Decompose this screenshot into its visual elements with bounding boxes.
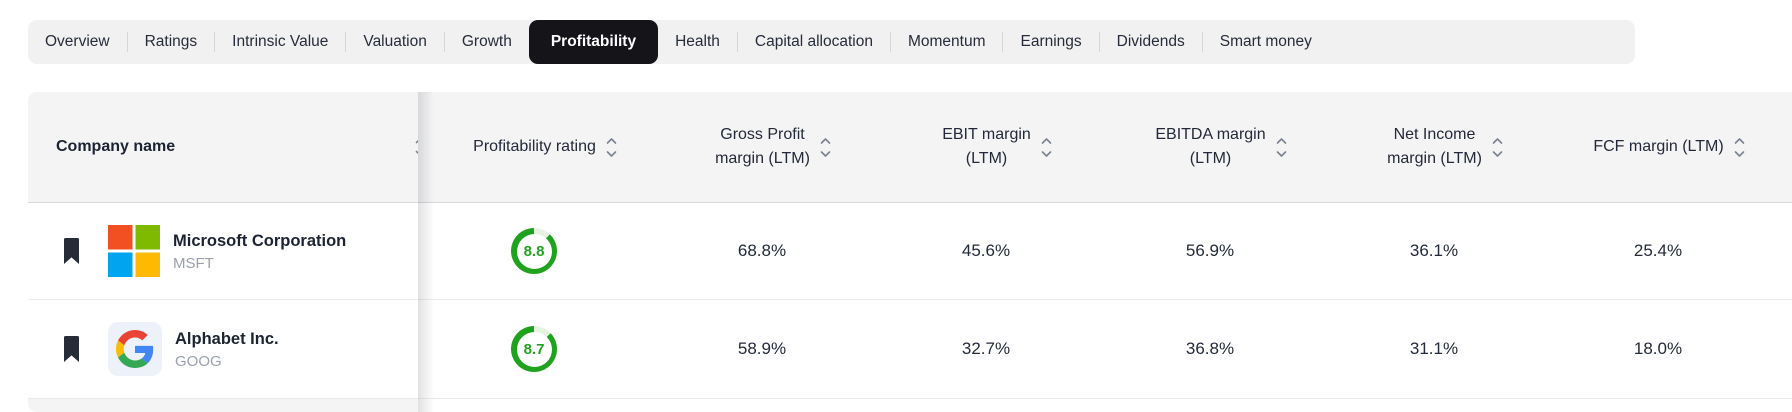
company-name: Microsoft Corporation	[173, 231, 347, 250]
rating-value: 8.7	[516, 331, 552, 367]
column-header-gross-profit-margin: Gross Profit margin (LTM)	[650, 92, 874, 202]
ebitda-margin-value: 36.8%	[1185, 339, 1235, 358]
sort-icon[interactable]	[1492, 137, 1503, 158]
column-header-label: EBIT margin (LTM)	[942, 126, 1031, 167]
tab-smart-money[interactable]: Smart money	[1219, 33, 1312, 50]
rating-ring: 8.8	[511, 228, 557, 274]
fcf-margin-value: 25.4%	[1633, 241, 1683, 260]
rating-value: 8.8	[516, 233, 552, 269]
column-header-label: FCF margin (LTM)	[1593, 138, 1724, 155]
ebit-margin-value: 45.6%	[961, 241, 1011, 260]
tab-profitability-active[interactable]: Profitability	[528, 20, 659, 64]
fcf-margin-value: 18.0%	[1633, 339, 1683, 358]
bookmark-icon[interactable]	[64, 238, 79, 264]
tab-growth[interactable]: Growth	[461, 33, 512, 50]
gross-profit-margin-value: 68.8%	[737, 241, 787, 260]
net-income-margin-value: 36.1%	[1409, 241, 1459, 260]
sort-icon[interactable]	[606, 137, 617, 158]
column-header-ebit-margin: EBIT margin (LTM)	[874, 92, 1098, 202]
tab-divider	[126, 32, 128, 52]
tab-divider	[1002, 32, 1004, 52]
sort-icon[interactable]	[820, 137, 831, 158]
tab-divider	[1098, 32, 1100, 52]
profitability-rating-cell: 8.8	[418, 203, 650, 299]
tab-capital-allocation[interactable]: Capital allocation	[754, 33, 873, 50]
ebitda-margin-value: 56.9%	[1185, 241, 1235, 260]
sort-icon[interactable]	[1734, 137, 1745, 158]
sort-icon[interactable]	[1041, 137, 1052, 158]
tab-divider	[736, 32, 738, 52]
column-header-label: Net Income margin (LTM)	[1387, 126, 1482, 167]
column-header-label: EBITDA margin (LTM)	[1155, 126, 1266, 167]
company-ticker: MSFT	[173, 254, 214, 272]
company-name-header-label: Company name	[56, 138, 176, 155]
company-ticker: GOOG	[175, 352, 222, 370]
net-income-margin-value: 31.1%	[1409, 339, 1459, 358]
column-header-net-income-margin: Net Income margin (LTM)	[1322, 92, 1546, 202]
column-header-company-name: Company name	[28, 92, 418, 202]
section-tab-bar: Overview Ratings Intrinsic Value Valuati…	[28, 20, 1635, 64]
tab-ratings[interactable]: Ratings	[144, 33, 198, 50]
profitability-rating-cell: 8.7	[418, 300, 650, 398]
tab-divider	[889, 32, 891, 52]
rating-ring: 8.7	[511, 326, 557, 372]
company-name: Alphabet Inc.	[175, 329, 279, 348]
column-header-ebitda-margin: EBITDA margin (LTM)	[1098, 92, 1322, 202]
google-logo	[108, 322, 162, 376]
tab-dividends[interactable]: Dividends	[1116, 33, 1185, 50]
tab-intrinsic-value[interactable]: Intrinsic Value	[232, 33, 329, 50]
tab-overview[interactable]: Overview	[45, 33, 110, 50]
tab-earnings[interactable]: Earnings	[1020, 33, 1082, 50]
table-row: Microsoft Corporation MSFT 8.8 68.8% 45.…	[28, 203, 1792, 300]
gross-profit-margin-value: 58.9%	[737, 339, 787, 358]
column-header-fcf-margin: FCF margin (LTM)	[1546, 92, 1770, 202]
tab-valuation[interactable]: Valuation	[363, 33, 427, 50]
table-row: Alphabet Inc. GOOG 8.7 58.9% 32.7% 36.8%…	[28, 300, 1792, 399]
table-header-row: Company name Profitability rating Gross …	[28, 92, 1792, 203]
column-header-profitability-rating: Profitability rating	[418, 92, 650, 202]
tab-health[interactable]: Health	[675, 33, 720, 50]
tab-divider	[214, 32, 216, 52]
sticky-column-footer-strip	[28, 399, 418, 412]
sort-icon[interactable]	[1276, 137, 1287, 158]
column-header-label: Gross Profit margin (LTM)	[715, 126, 810, 167]
ebit-margin-value: 32.7%	[961, 339, 1011, 358]
sort-icon[interactable]	[415, 137, 418, 158]
bookmark-icon[interactable]	[64, 336, 79, 362]
tab-divider	[443, 32, 445, 52]
microsoft-logo	[108, 225, 160, 277]
tab-momentum[interactable]: Momentum	[907, 33, 986, 50]
company-cell-alphabet[interactable]: Alphabet Inc. GOOG	[28, 300, 418, 398]
column-header-label: Profitability rating	[473, 138, 596, 155]
tab-divider	[345, 32, 347, 52]
tab-divider	[1201, 32, 1203, 52]
company-cell-microsoft[interactable]: Microsoft Corporation MSFT	[28, 203, 418, 299]
